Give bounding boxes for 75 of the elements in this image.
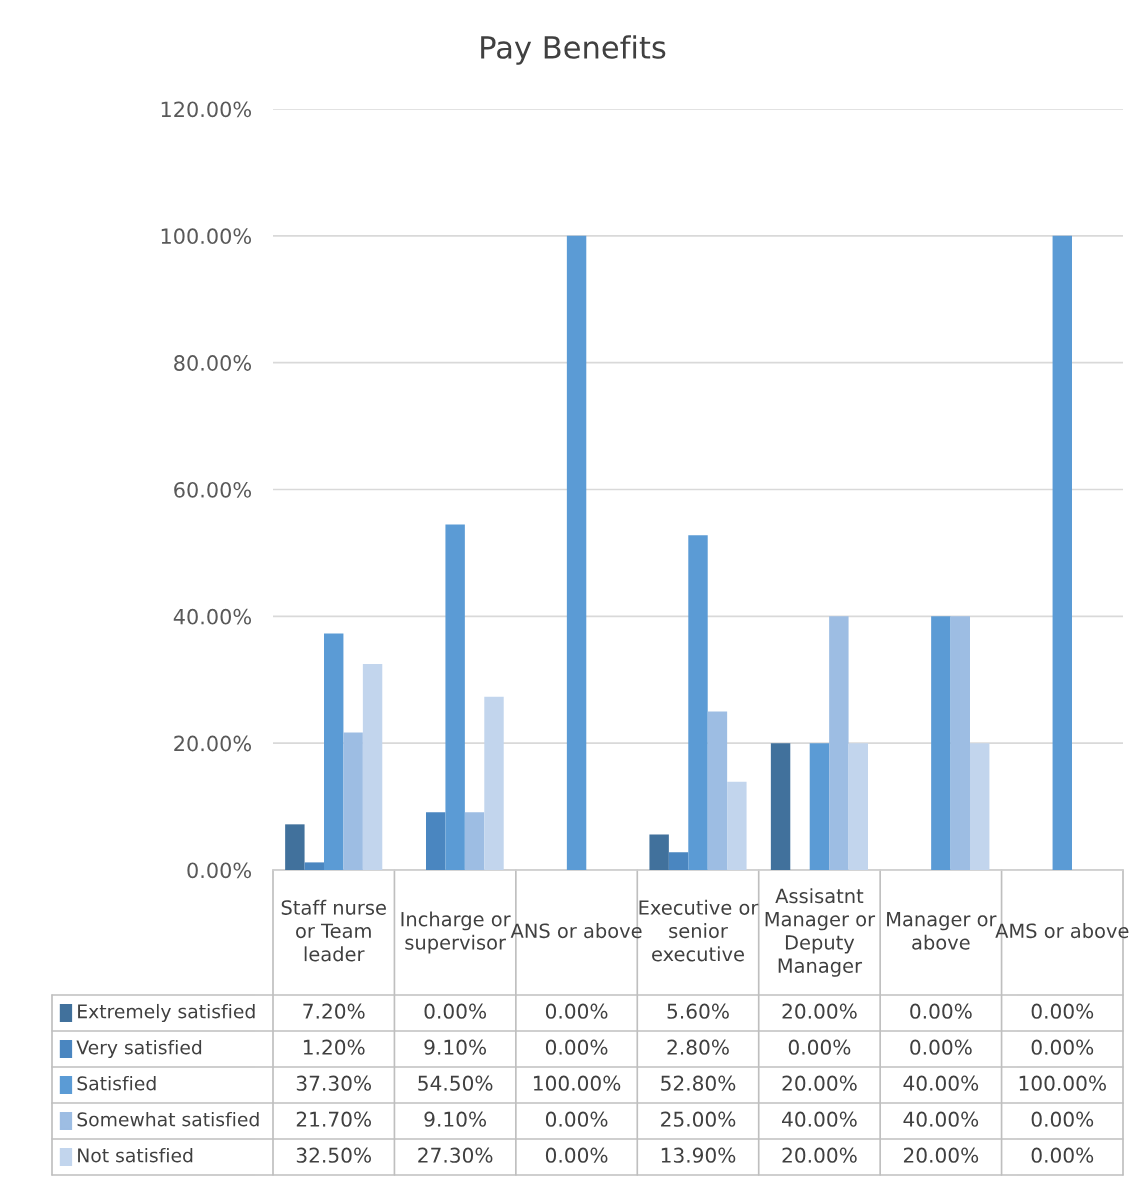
data-label: 9.10% bbox=[424, 1039, 487, 1055]
data-label: 0.00% bbox=[545, 1039, 608, 1055]
bar bbox=[727, 781, 747, 870]
data-label: 0.00% bbox=[545, 1003, 608, 1019]
bar bbox=[688, 535, 708, 870]
x-tick-label: Assisatnt Manager or Deputy Manager bbox=[765, 888, 876, 977]
data-label: 21.70% bbox=[296, 1111, 371, 1127]
bar bbox=[970, 743, 990, 870]
legend-label: Extremely satisfied bbox=[78, 1003, 255, 1023]
data-label: 37.30% bbox=[296, 1075, 371, 1091]
bar bbox=[464, 812, 485, 870]
bar bbox=[829, 616, 849, 870]
bar bbox=[1052, 235, 1072, 870]
bar bbox=[668, 852, 689, 870]
data-label: 0.00% bbox=[545, 1111, 608, 1127]
bar bbox=[931, 616, 951, 870]
data-label: 1.20% bbox=[303, 1039, 365, 1055]
bar bbox=[770, 743, 791, 870]
data-label: 100.00% bbox=[533, 1075, 621, 1091]
data-label: 20.00% bbox=[782, 1075, 857, 1091]
data-label: 0.00% bbox=[545, 1147, 608, 1163]
data-label: 40.00% bbox=[903, 1111, 979, 1127]
y-tick-label: 100.00% bbox=[161, 228, 252, 245]
y-tick-label: 40.00% bbox=[173, 608, 252, 625]
bar bbox=[285, 824, 305, 870]
data-label: 40.00% bbox=[782, 1111, 857, 1127]
bar bbox=[649, 834, 669, 870]
data-label: 100.00% bbox=[1019, 1075, 1106, 1091]
bar bbox=[809, 743, 830, 870]
legend-label: Somewhat satisfied bbox=[77, 1111, 259, 1127]
data-label: 0.00% bbox=[910, 1039, 972, 1055]
data-label: 0.00% bbox=[1031, 1147, 1094, 1163]
data-label: 20.00% bbox=[782, 1003, 857, 1019]
bar bbox=[566, 235, 587, 870]
y-tick-label: 120.00% bbox=[161, 101, 252, 118]
data-label: 25.00% bbox=[661, 1111, 736, 1127]
data-label: 5.60% bbox=[667, 1003, 729, 1019]
data-label: 0.00% bbox=[910, 1003, 972, 1019]
x-tick-label: Incharge or supervisor bbox=[401, 911, 511, 954]
data-label: 0.00% bbox=[1031, 1003, 1094, 1019]
bar bbox=[304, 862, 324, 870]
legend-label: Satisfied bbox=[77, 1075, 156, 1091]
bar bbox=[484, 696, 504, 870]
legend-label: Very satisfied bbox=[76, 1039, 202, 1059]
bar bbox=[848, 743, 868, 870]
bar bbox=[324, 633, 344, 870]
data-label: 0.00% bbox=[424, 1003, 487, 1019]
data-label: 52.80% bbox=[661, 1075, 736, 1091]
legend-label: Not satisfied bbox=[78, 1147, 193, 1163]
y-tick-label: 80.00% bbox=[174, 355, 252, 371]
data-label: 27.30% bbox=[418, 1147, 493, 1163]
data-label: 54.50% bbox=[418, 1075, 493, 1091]
data-label: 0.00% bbox=[788, 1039, 851, 1055]
data-label: 20.00% bbox=[782, 1147, 857, 1163]
bar bbox=[707, 711, 728, 870]
chart-title: Pay Benefits bbox=[481, 35, 666, 65]
bar bbox=[362, 663, 383, 870]
y-tick-label: 60.00% bbox=[174, 481, 252, 498]
x-tick-label: Staff nurse or Team leader bbox=[281, 899, 386, 962]
data-label: 9.10% bbox=[424, 1111, 487, 1127]
data-label: 20.00% bbox=[903, 1147, 979, 1163]
y-tick-label: 20.00% bbox=[174, 735, 252, 752]
data-label: 0.00% bbox=[1031, 1039, 1094, 1055]
bar bbox=[426, 812, 446, 870]
y-tick-label: 0.00% bbox=[187, 862, 252, 879]
bar bbox=[950, 616, 970, 870]
data-label: 13.90% bbox=[661, 1147, 736, 1163]
data-label: 7.20% bbox=[303, 1003, 365, 1019]
x-tick-label: AMS or above bbox=[995, 923, 1129, 939]
data-label: 0.00% bbox=[1031, 1111, 1094, 1127]
data-label: 32.50% bbox=[296, 1147, 371, 1163]
bar bbox=[343, 732, 363, 870]
data-label: 2.80% bbox=[667, 1039, 729, 1055]
data-label: 40.00% bbox=[903, 1075, 979, 1091]
bar bbox=[445, 524, 465, 870]
